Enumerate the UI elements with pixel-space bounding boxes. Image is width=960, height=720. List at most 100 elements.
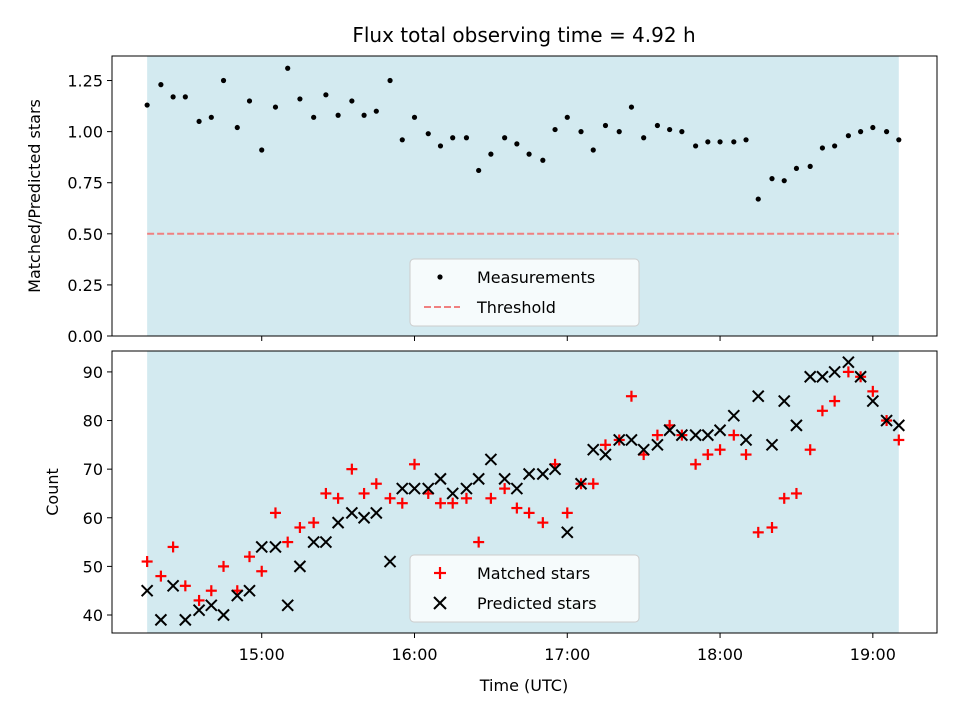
matched-star-point: [384, 492, 396, 504]
matched-star-point: [599, 439, 611, 451]
measurement-point: [425, 131, 431, 137]
predicted-star-point: [370, 506, 383, 520]
predicted-star-point: [293, 560, 307, 573]
legend-measurements-label: Measurements: [477, 268, 595, 287]
predicted-star-point: [243, 584, 256, 597]
predicted-star-point: [866, 394, 880, 408]
bottom-y-tick-label: 70: [83, 460, 103, 479]
measurement-point: [144, 102, 150, 108]
predicted-star-point: [574, 477, 588, 490]
bottom-y-axis: 40 50 60 70 80 90: [83, 363, 112, 625]
matched-star-point: [728, 429, 740, 441]
matched-star-point: [893, 434, 905, 446]
matched-star-point: [193, 594, 205, 606]
predicted-star-point: [472, 472, 485, 486]
predicted-star-point: [727, 409, 741, 422]
predicted-star-point: [637, 443, 650, 456]
bottom-predicted-layer: [140, 355, 906, 627]
measurement-point: [349, 98, 355, 104]
measurement-point: [654, 122, 661, 129]
measurement-point: [693, 143, 699, 149]
measurement-point: [743, 137, 749, 143]
matched-star-point: [804, 444, 816, 456]
measurement-point: [437, 143, 444, 149]
measurement-point: [335, 112, 341, 118]
matched-star-point: [370, 478, 382, 490]
x-tick-label: 18:00: [697, 645, 743, 664]
predicted-star-point: [613, 433, 626, 447]
bottom-legend-box: [409, 554, 640, 623]
predicted-star-point: [651, 438, 664, 452]
measurement-point: [463, 135, 470, 141]
measurement-point: [552, 126, 558, 133]
predicted-star-point: [561, 526, 574, 539]
x-axis-label: Time (UTC): [479, 676, 568, 695]
measurement-point: [641, 135, 647, 141]
predicted-star-point: [663, 424, 676, 437]
top-legend: Measurements Threshold: [409, 258, 640, 327]
predicted-star-point: [625, 433, 638, 447]
predicted-star-point: [408, 482, 421, 495]
measurement-point: [220, 77, 227, 84]
predicted-star-point: [498, 472, 511, 486]
measurement-point: [628, 104, 635, 110]
predicted-star-point: [140, 584, 154, 597]
measurement-point: [578, 129, 584, 135]
predicted-star-point: [854, 370, 867, 383]
matched-star-point: [651, 429, 663, 441]
matched-star-point: [332, 492, 344, 504]
bottom-y-axis-label: Count: [43, 468, 62, 516]
bottom-legend: Matched stars Predicted stars: [409, 554, 640, 623]
measurement-point: [411, 114, 418, 120]
predicted-star-point: [739, 433, 753, 447]
bottom-y-tick-label: 50: [83, 557, 103, 576]
predicted-star-point: [880, 414, 893, 427]
measurement-point: [858, 129, 864, 135]
measurement-point: [526, 151, 532, 157]
measurement-point: [667, 126, 673, 133]
matched-star-point: [282, 536, 294, 548]
bottom-y-tick-label: 90: [83, 363, 103, 382]
measurement-point: [870, 124, 876, 131]
top-y-tick-label: 0.50: [67, 225, 103, 244]
predicted-star-point: [255, 540, 268, 554]
measurement-point: [781, 178, 787, 184]
matched-star-point: [523, 507, 535, 519]
matched-star-point: [396, 497, 408, 509]
matched-star-point: [829, 395, 841, 407]
top-panel: 0.00 0.25 0.50 0.75 1.00 1.25 Matched/Predict…: [25, 55, 938, 346]
predicted-star-point: [701, 428, 715, 442]
predicted-star-point: [154, 613, 168, 627]
matched-star-point: [218, 560, 230, 572]
predicted-star-point: [345, 506, 359, 520]
legend-measurements-marker: [437, 274, 443, 280]
matched-star-point: [167, 541, 179, 553]
matched-star-point: [179, 580, 191, 592]
top-measurements-layer: [144, 65, 902, 202]
predicted-star-point: [816, 370, 829, 383]
measurement-point: [323, 92, 329, 98]
matched-star-point: [511, 502, 523, 514]
measurement-point: [679, 129, 685, 135]
top-y-tick-label: 1.00: [67, 123, 103, 142]
matched-star-point: [499, 483, 511, 495]
bottom-plot-frame: [111, 350, 938, 634]
predicted-star-point: [778, 394, 791, 408]
matched-star-point: [269, 507, 281, 519]
matched-star-point: [358, 487, 370, 499]
predicted-star-point: [675, 428, 689, 442]
measurement-point: [158, 82, 164, 88]
measurement-point: [272, 104, 279, 110]
top-x-ticks: [261, 336, 874, 341]
matched-star-point: [205, 585, 217, 597]
predicted-star-point: [446, 487, 459, 500]
measurement-point: [832, 143, 838, 149]
predicted-star-point: [803, 370, 817, 383]
predicted-star-point: [752, 390, 765, 403]
matched-star-point: [294, 521, 306, 533]
bottom-y-tick-label: 80: [83, 412, 103, 431]
measurement-point: [285, 65, 291, 71]
predicted-star-point: [765, 438, 779, 452]
predicted-star-point: [713, 424, 727, 437]
predicted-star-point: [319, 535, 333, 549]
